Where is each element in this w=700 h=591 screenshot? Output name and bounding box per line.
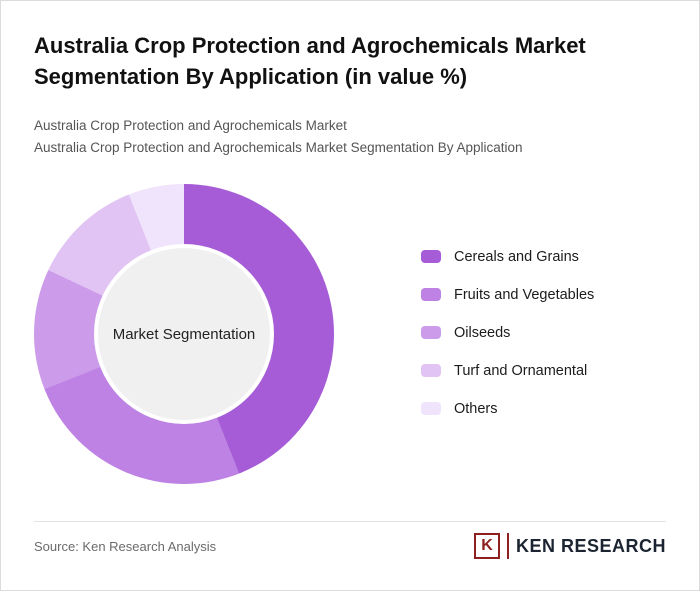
footer: Source: Ken Research Analysis K KEN RESE… — [34, 529, 666, 563]
legend-label: Turf and Ornamental — [454, 362, 588, 379]
ken-research-logo: K KEN RESEARCH — [473, 533, 666, 559]
legend-label: Fruits and Vegetables — [454, 286, 595, 303]
legend-swatch-icon — [421, 402, 441, 415]
legend-label: Oilseeds — [454, 324, 511, 341]
legend-label: Cereals and Grains — [454, 248, 579, 265]
legend-item-oilseeds: Oilseeds — [421, 323, 594, 342]
logo-wordmark: KEN RESEARCH — [515, 535, 666, 556]
chart-legend: Cereals and Grains Fruits and Vegetables… — [421, 247, 594, 418]
donut-center-label: Market Segmentation — [94, 244, 274, 424]
legend-swatch-icon — [421, 326, 441, 339]
legend-swatch-icon — [421, 288, 441, 301]
subtitle-line-2: Australia Crop Protection and Agrochemic… — [34, 140, 523, 156]
legend-item-turf-and-ornamental: Turf and Ornamental — [421, 361, 594, 380]
legend-swatch-icon — [421, 250, 441, 263]
legend-item-fruits-and-vegetables: Fruits and Vegetables — [421, 285, 594, 304]
donut-chart: Market Segmentation — [34, 184, 334, 484]
subtitle-line-1: Australia Crop Protection and Agrochemic… — [34, 118, 347, 133]
legend-item-others: Others — [421, 399, 594, 418]
legend-item-cereals-and-grains: Cereals and Grains — [421, 247, 594, 266]
logo-separator — [506, 533, 509, 559]
footer-divider — [34, 521, 666, 522]
logo-k-monogram-icon: K — [473, 533, 500, 559]
source-attribution: Source: Ken Research Analysis — [34, 538, 217, 554]
subtitle-block: Australia Crop Protection and Agrochemic… — [34, 115, 664, 160]
legend-swatch-icon — [421, 364, 441, 377]
page-title: Australia Crop Protection and Agrochemic… — [34, 33, 586, 89]
legend-label: Others — [454, 400, 498, 417]
